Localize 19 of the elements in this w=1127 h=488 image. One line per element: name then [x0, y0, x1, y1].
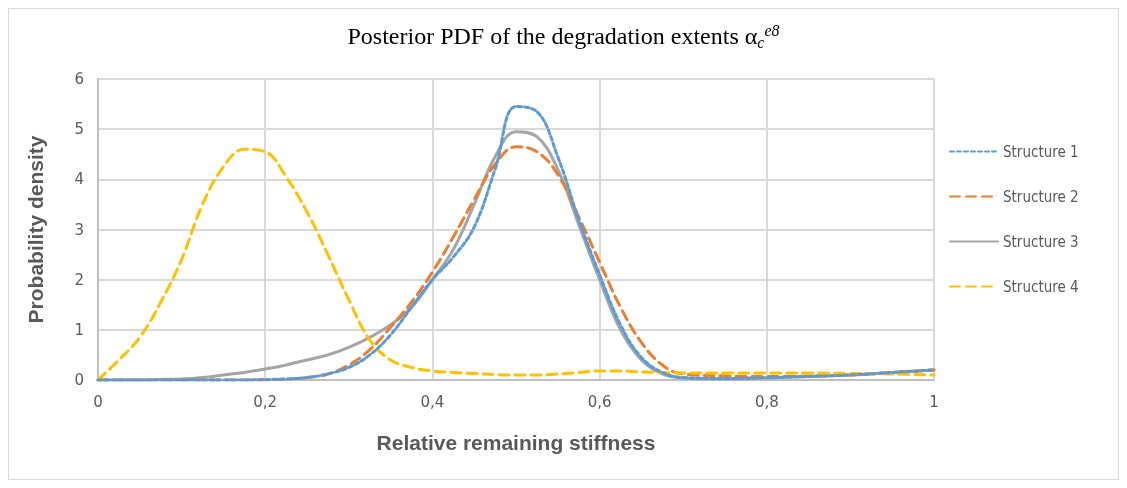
x-tick-label: 0,2	[253, 392, 278, 411]
x-tick-label: 0	[93, 392, 103, 411]
y-tick-label: 6	[74, 70, 84, 88]
x-tick-label: 0,4	[420, 392, 445, 411]
y-tick-label: 5	[74, 120, 84, 139]
x-axis-title: Relative remaining stiffness	[376, 431, 656, 454]
y-tick-label: 0	[74, 371, 84, 389]
legend-label: Structure 2	[1003, 187, 1079, 206]
y-tick-label: 3	[74, 220, 84, 239]
y-axis-title: Probability density	[24, 135, 47, 324]
y-tick-label: 4	[74, 170, 84, 189]
y-tick-label: 2	[74, 270, 84, 289]
x-tick-label: 0,8	[754, 392, 779, 411]
legend-label: Structure 3	[1003, 232, 1079, 251]
legend-label: Structure 1	[1003, 142, 1079, 161]
x-tick-label: 1	[929, 392, 939, 411]
x-tick-label: 0,6	[587, 392, 612, 411]
legend-label: Structure 4	[1003, 277, 1079, 296]
y-tick-label: 1	[74, 320, 84, 339]
